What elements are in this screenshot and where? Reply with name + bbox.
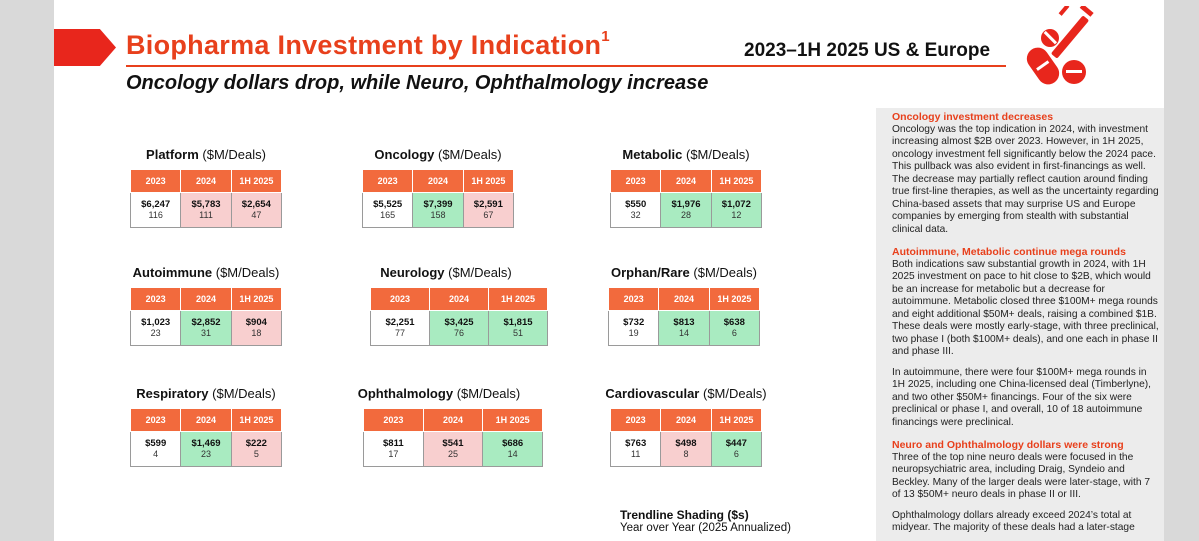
panel-title: Ophthalmology ($M/Deals) [357,386,521,401]
section-paragraph: Three of the top nine neuro deals were f… [892,451,1151,501]
value-cell: $1,023 23 [129,310,182,346]
panel-title: Platform ($M/Deals) [146,147,266,162]
col-header: 1H 2025 [230,408,283,432]
section-heading: Autoimmune, Metabolic continue mega roun… [892,246,1126,258]
col-header: 2024 [658,287,710,311]
panel-title: Autoimmune ($M/Deals) [132,265,280,280]
panel-title: Neurology ($M/Deals) [380,265,512,280]
value-cell: $763 11 [609,431,662,467]
section-paragraph: Oncology was the top indication in 2024,… [892,123,1159,235]
value-cell: $6,247 116 [129,192,182,228]
title-arrow-marker [54,29,116,66]
value-cell: $2,654 47 [230,192,283,228]
col-header: 2024 [180,169,232,193]
section-heading: Neuro and Ophthalmology dollars were str… [892,439,1124,451]
col-header: 2024 [660,169,712,193]
col-header: 2023 [129,287,182,311]
col-header: 1H 2025 [462,169,515,193]
col-header: 2024 [429,287,489,311]
section-paragraph: Both indications saw substantial growth … [892,258,1159,358]
indication-table: 2023 2024 1H 2025 $811 17 $541 25 $686 14 [363,408,543,467]
col-header: 2023 [129,169,182,193]
slide: Biopharma Investment by Indication1 2023… [54,0,1164,541]
col-header: 1H 2025 [482,408,543,432]
panel-title: Cardiovascular ($M/Deals) [605,386,767,401]
col-header: 1H 2025 [230,287,283,311]
value-cell: $5,783 111 [180,192,232,228]
value-cell: $7,399 158 [412,192,464,228]
col-header: 2024 [422,408,484,432]
indication-table: 2023 2024 1H 2025 $763 11 $498 8 $447 6 [609,408,763,467]
value-cell: $1,815 51 [488,310,548,346]
section-paragraph: Ophthalmology dollars already exceed 202… [892,509,1135,534]
col-header: 2024 [660,408,712,432]
col-header: 2023 [370,287,430,311]
col-header: 2024 [180,408,232,432]
title-underline [126,65,1006,67]
value-cell: $2,591 67 [462,192,515,228]
col-header: 1H 2025 [710,169,763,193]
value-cell: $904 18 [230,310,283,346]
col-header: 2023 [361,169,414,193]
indication-table: 2023 2024 1H 2025 $5,525 165 $7,399 158 $2,5… [361,169,515,228]
value-cell: $1,976 28 [660,192,712,228]
indication-table: 2023 2024 1H 2025 $1,023 23 $2,852 31 $904 18 [129,287,283,346]
value-cell: $2,852 31 [180,310,232,346]
legend-title: Trendline Shading ($s) [620,508,749,522]
col-header: 2024 [412,169,464,193]
indication-table: 2023 2024 1H 2025 $6,247 116 $5,783 111 $2,6… [129,169,283,228]
value-cell: $811 17 [363,431,424,467]
value-cell: $498 8 [660,431,712,467]
value-cell: $686 14 [482,431,543,467]
indication-table: 2023 2024 1H 2025 $732 19 $813 14 $638 6 [607,287,761,346]
page-title: Biopharma Investment by Indication1 [126,28,610,60]
col-header: 1H 2025 [710,408,763,432]
section-heading: Oncology investment decreases [892,111,1054,123]
col-header: 1H 2025 [708,287,761,311]
title-footnote: 1 [601,28,610,45]
indication-table: 2023 2024 1H 2025 $2,251 77 $3,425 76 $1,815… [370,287,548,346]
section-paragraph: In autoimmune, there were four $100M+ me… [892,366,1151,428]
col-header: 2023 [609,169,662,193]
legend-subtitle: Year over Year (2025 Annualized) [620,522,791,534]
col-header: 2024 [180,287,232,311]
value-cell: $447 6 [710,431,763,467]
col-header: 2023 [363,408,424,432]
pharma-pills-syringe-icon [1026,6,1094,85]
panel-title: Oncology ($M/Deals) [374,147,502,162]
col-header: 1H 2025 [230,169,283,193]
panel-title: Orphan/Rare ($M/Deals) [611,265,757,280]
value-cell: $222 5 [230,431,283,467]
value-cell: $1,072 12 [710,192,763,228]
value-cell: $2,251 77 [370,310,430,346]
panel-title: Metabolic ($M/Deals) [622,147,750,162]
value-cell: $599 4 [129,431,182,467]
value-cell: $1,469 23 [180,431,232,467]
panel-title: Respiratory ($M/Deals) [136,386,276,401]
col-header: 2023 [609,408,662,432]
period-label: 2023–1H 2025 US & Europe [744,40,991,61]
indication-table: 2023 2024 1H 2025 $550 32 $1,976 28 $1,072 12 [609,169,763,228]
value-cell: $732 19 [607,310,660,346]
col-header: 1H 2025 [488,287,548,311]
page-subtitle: Oncology dollars drop, while Neuro, Opht… [126,72,709,94]
indication-table: 2023 2024 1H 2025 $599 4 $1,469 23 $222 5 [129,408,283,467]
value-cell: $3,425 76 [429,310,489,346]
value-cell: $541 25 [422,431,484,467]
value-cell: $638 6 [708,310,761,346]
col-header: 2023 [129,408,182,432]
col-header: 2023 [607,287,660,311]
commentary-sidebar: Oncology investment decreases Oncology w… [876,108,1164,541]
value-cell: $813 14 [658,310,710,346]
value-cell: $550 32 [609,192,662,228]
value-cell: $5,525 165 [361,192,414,228]
